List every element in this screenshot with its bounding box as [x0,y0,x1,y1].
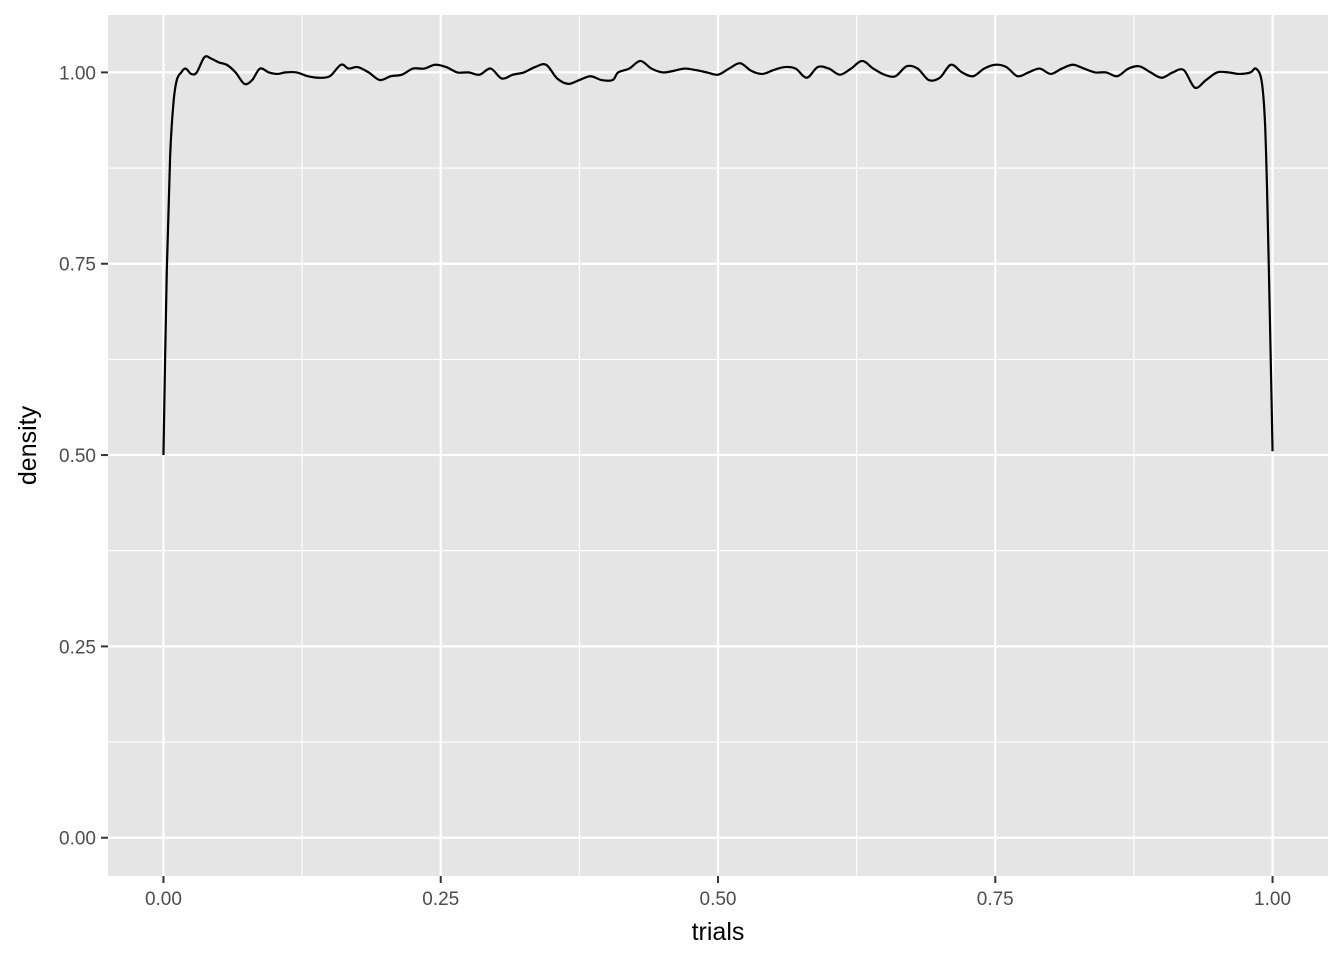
y-tick-label: 0.75 [59,255,96,276]
major-gridlines [108,15,1328,876]
x-tick-label: 0.00 [145,889,182,910]
y-tick-label: 0.50 [59,446,96,467]
x-tick-label: 1.00 [1254,889,1291,910]
y-axis: 0.00 0.25 0.50 0.75 1.00 [59,63,108,850]
x-axis: 0.00 0.25 0.50 0.75 1.00 [145,876,1291,910]
y-tick-label: 0.25 [59,637,96,658]
x-tick-label: 0.50 [700,889,737,910]
y-tick-label: 0.00 [59,829,96,850]
y-tick-label: 1.00 [59,63,96,84]
density-curve [162,55,1274,456]
x-tick-label: 0.25 [422,889,459,910]
y-axis-title: density [14,405,42,485]
x-tick-label: 0.75 [977,889,1014,910]
x-axis-title: trials [692,918,745,946]
